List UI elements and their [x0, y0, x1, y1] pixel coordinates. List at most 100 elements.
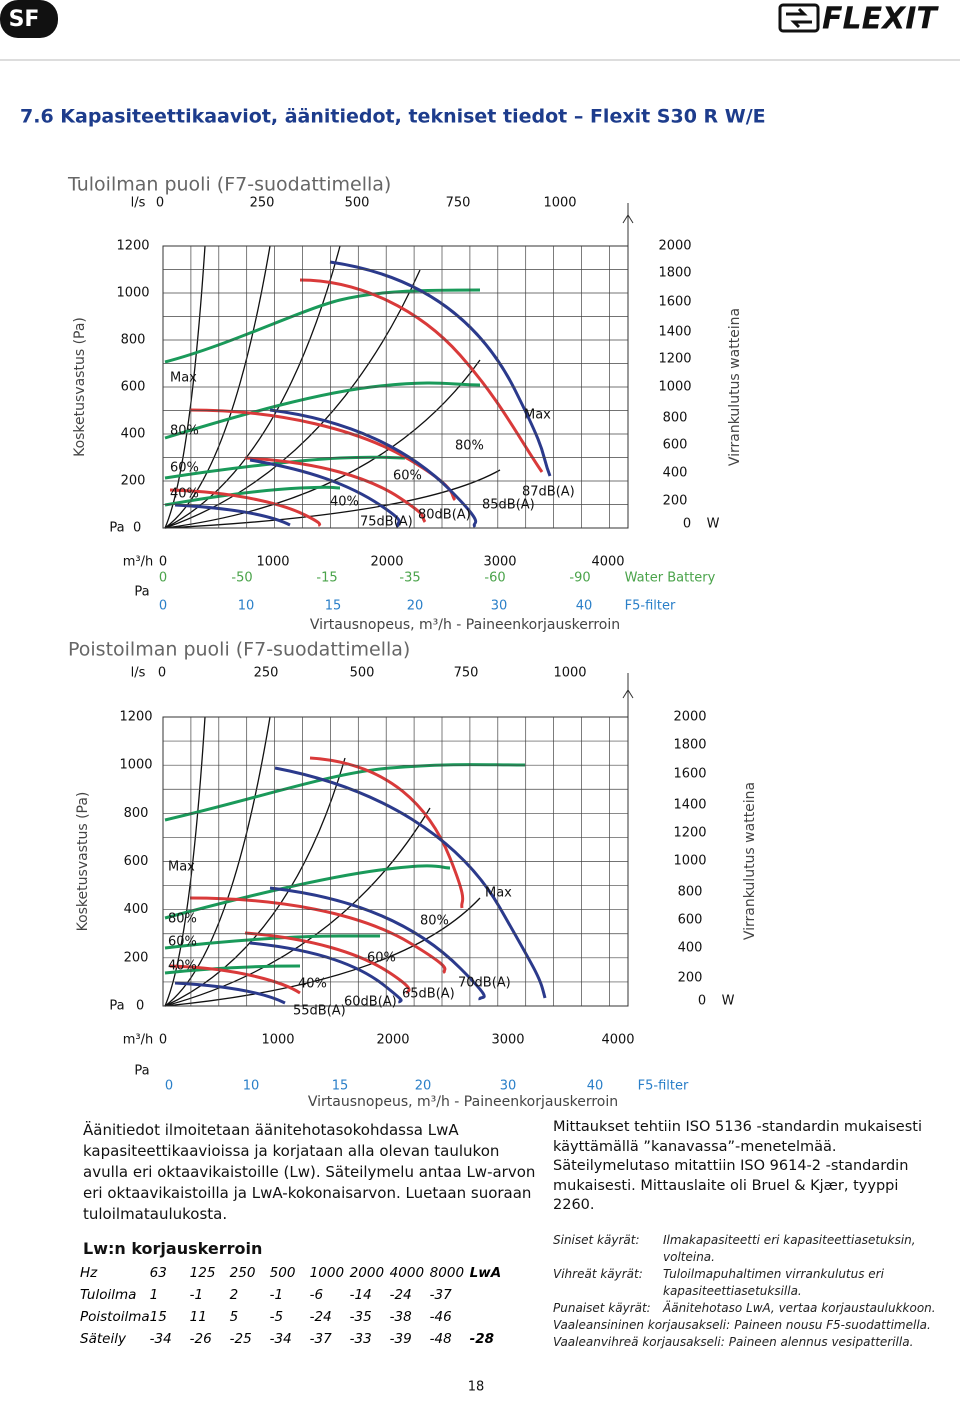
tick-label: 600: [124, 854, 149, 869]
tick-label: 0: [159, 599, 167, 614]
tick-label: 1800: [673, 738, 706, 753]
note: Siniset käyrät: Ilmakapasiteetti eri kapa…: [553, 1232, 943, 1266]
logo-arrows: [786, 7, 812, 29]
tick-label: 0: [159, 1033, 167, 1048]
table-cell: LwA: [469, 1265, 502, 1281]
tick-label: 0: [683, 517, 691, 532]
tick-label: 1000: [119, 758, 152, 773]
label: W: [722, 994, 735, 1009]
chart-title: Poistoilman puoli (F7-suodattimella): [68, 639, 410, 661]
axis-title: Virrankulutus watteina: [727, 308, 743, 466]
tick-label: -50: [231, 571, 252, 586]
tick-label: 1200: [658, 352, 691, 367]
table-cell: -28: [469, 1331, 495, 1347]
curve-label: 85dB(A): [482, 498, 535, 513]
curve-label: 40%: [298, 977, 327, 992]
tick-label: 400: [121, 427, 146, 442]
curve-label: 40%: [168, 959, 197, 974]
tick-label: 1000: [553, 666, 586, 681]
chart-title: Tuloilman puoli (F7-suodattimella): [67, 174, 391, 196]
table-cell: 63: [149, 1265, 167, 1281]
tick-label: 4000: [591, 555, 624, 570]
tick-label: 0: [698, 994, 706, 1009]
tick-label: 200: [124, 950, 149, 965]
tick-label: 2000: [370, 555, 403, 570]
note-key: Punaiset käyrät:: [553, 1301, 651, 1315]
label: F5-filter: [638, 1079, 689, 1094]
curve-label: Max: [168, 860, 195, 875]
tick-label: 600: [663, 438, 688, 453]
table-cell: -35: [349, 1309, 372, 1325]
note-text: Ilmakapasiteetti eri kapasiteettiasetuks…: [663, 1233, 916, 1264]
tick-label: -35: [399, 571, 420, 586]
tick-label: 400: [678, 941, 703, 956]
notes: Siniset käyrät: Ilmakapasiteetti eri kapa…: [553, 1232, 943, 1351]
correction-table: Hz 63 125 250 500 1000 2000 4000 8000 LwA Tuloilma…: [80, 1262, 510, 1350]
curve-label: 80dB(A): [418, 508, 471, 523]
tick-label: -15: [316, 571, 337, 586]
badge-text: SF: [9, 7, 40, 32]
note-key: Vaaleanvihreä korjausakseli:: [553, 1335, 725, 1349]
note-key: Vihreät käyrät:: [553, 1267, 643, 1281]
table-cell: 11: [189, 1309, 207, 1325]
table-cell: -34: [269, 1331, 292, 1347]
logo-icon: [778, 3, 820, 33]
note: Punaiset käyrät: Äänitehotaso LwA, vertaa…: [553, 1300, 943, 1317]
label: l/s: [131, 196, 146, 211]
table-cell: -39: [389, 1331, 412, 1347]
note: Vaaleansininen korjausakseli: Paineen nou…: [553, 1317, 943, 1334]
curve-label: 65dB(A): [402, 987, 455, 1002]
note: Vihreät käyrät: Tuloilmapuhaltimen virran…: [553, 1266, 943, 1300]
table-cell: 15: [149, 1309, 167, 1325]
curve-label: 60%: [168, 935, 197, 950]
table-cell: [470, 1284, 510, 1306]
tick-label: 0: [133, 521, 141, 536]
tick-label: 10: [238, 599, 255, 614]
label: F5-filter: [625, 599, 676, 614]
axis-title: Virtausnopeus, m³/h - Paineenkorjauskerr…: [308, 1094, 618, 1110]
tick-label: 1000: [658, 380, 691, 395]
tick-label: 1800: [658, 266, 691, 281]
label: Pa: [109, 999, 124, 1014]
tick-label: 800: [663, 411, 688, 426]
note-text: Paineen alennus vesipatterilla.: [728, 1335, 914, 1349]
tick-label: 1000: [116, 286, 149, 301]
curve-label: 75dB(A): [360, 515, 413, 530]
page-title: 7.6 Kapasiteettikaaviot, äänitiedot, tek…: [20, 106, 766, 128]
table-cell: -26: [189, 1331, 212, 1347]
label: Water Battery: [625, 571, 716, 586]
tick-label: 0: [156, 196, 164, 211]
tick-label: 0: [165, 1079, 173, 1094]
table-cell: -6: [309, 1287, 324, 1303]
table-cell: 125: [189, 1265, 216, 1281]
axis-title: Virrankulutus watteina: [742, 782, 758, 940]
tick-label: 250: [254, 666, 279, 681]
measure-text: Mittaukset tehtiin ISO 5136 -standardin …: [553, 1119, 922, 1213]
note: Vaaleanvihreä korjausakseli: Paineen alen…: [553, 1334, 943, 1351]
tick-label: 400: [124, 902, 149, 917]
label: Pa: [134, 585, 149, 600]
tick-label: 800: [124, 806, 149, 821]
page-number: 18: [468, 1380, 485, 1395]
label: Pa: [109, 521, 124, 536]
table-cell: 1000: [309, 1265, 345, 1281]
tick-label: 40: [587, 1079, 604, 1094]
brand: FLEXIT: [822, 2, 939, 37]
axis-title: Kosketusvastus (Pa): [72, 317, 88, 457]
tick-label: 1600: [673, 767, 706, 782]
curve-label: 80%: [170, 424, 199, 439]
table-title: Lw:n korjauskerroin: [83, 1239, 263, 1258]
curve-label: 60%: [170, 461, 199, 476]
tick-label: 4000: [601, 1033, 634, 1048]
tick-label: 750: [454, 666, 479, 681]
table-cell: -25: [229, 1331, 252, 1347]
table-cell: 8000: [429, 1265, 465, 1281]
note-key: Vaaleansininen korjausakseli:: [553, 1318, 731, 1332]
curve-label: 40%: [330, 495, 359, 510]
table-cell: -33: [349, 1331, 372, 1347]
tick-label: 1000: [261, 1033, 294, 1048]
curve-label: 60%: [367, 951, 396, 966]
tick-label: 800: [678, 885, 703, 900]
